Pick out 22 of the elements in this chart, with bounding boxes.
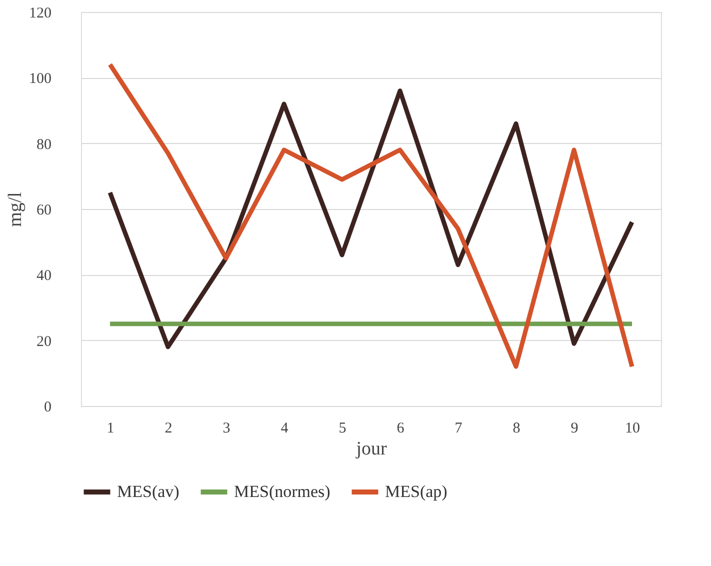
x-tick-label: 4 <box>280 420 289 436</box>
y-tick-label: 120 <box>29 6 52 22</box>
x-tick-label: 5 <box>338 420 346 436</box>
y-tick-label: 40 <box>36 268 52 284</box>
x-tick-label: 6 <box>396 420 405 436</box>
x-tick-label: 7 <box>454 420 463 436</box>
y-tick-label: 100 <box>29 71 52 88</box>
x-axis-title: jour <box>355 438 388 460</box>
y-tick-label: 0 <box>44 400 52 416</box>
legend-label: MES(ap) <box>385 482 448 501</box>
x-tick-label: 8 <box>512 420 520 436</box>
legend-label: MES(av) <box>117 482 180 501</box>
x-tick-label: 1 <box>106 420 114 436</box>
x-tick-label: 2 <box>164 420 172 436</box>
legend-label: MES(normes) <box>234 482 330 501</box>
x-tick-label: 10 <box>625 420 640 436</box>
y-axis-title: mg/l <box>5 192 26 227</box>
y-tick-label: 80 <box>36 136 52 153</box>
x-tick-label: 3 <box>222 420 230 436</box>
x-tick-label: 9 <box>570 420 578 436</box>
y-tick-label: 20 <box>36 334 52 350</box>
y-tick-label: 60 <box>36 202 52 218</box>
